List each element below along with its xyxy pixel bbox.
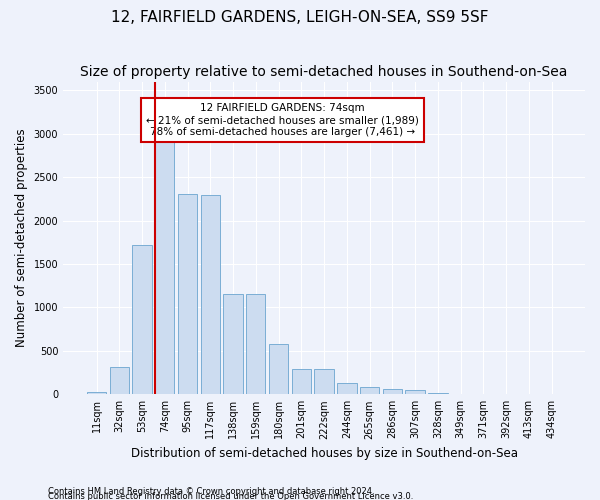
Bar — [337, 383, 356, 394]
Bar — [178, 194, 197, 394]
Y-axis label: Number of semi-detached properties: Number of semi-detached properties — [15, 128, 28, 347]
Bar — [246, 294, 265, 394]
Bar — [155, 132, 175, 394]
Text: 12 FAIRFIELD GARDENS: 74sqm
← 21% of semi-detached houses are smaller (1,989)
78: 12 FAIRFIELD GARDENS: 74sqm ← 21% of sem… — [146, 104, 419, 136]
Bar — [133, 245, 152, 394]
X-axis label: Distribution of semi-detached houses by size in Southend-on-Sea: Distribution of semi-detached houses by … — [131, 447, 518, 460]
Bar — [200, 196, 220, 394]
Bar — [383, 388, 402, 394]
Bar — [87, 392, 106, 394]
Bar — [223, 294, 243, 394]
Text: Contains HM Land Registry data © Crown copyright and database right 2024.: Contains HM Land Registry data © Crown c… — [48, 486, 374, 496]
Bar — [406, 390, 425, 394]
Bar — [360, 388, 379, 394]
Bar — [110, 366, 129, 394]
Title: Size of property relative to semi-detached houses in Southend-on-Sea: Size of property relative to semi-detach… — [80, 65, 568, 79]
Bar — [269, 344, 288, 395]
Bar — [292, 368, 311, 394]
Text: 12, FAIRFIELD GARDENS, LEIGH-ON-SEA, SS9 5SF: 12, FAIRFIELD GARDENS, LEIGH-ON-SEA, SS9… — [111, 10, 489, 25]
Bar — [314, 369, 334, 394]
Text: Contains public sector information licensed under the Open Government Licence v3: Contains public sector information licen… — [48, 492, 413, 500]
